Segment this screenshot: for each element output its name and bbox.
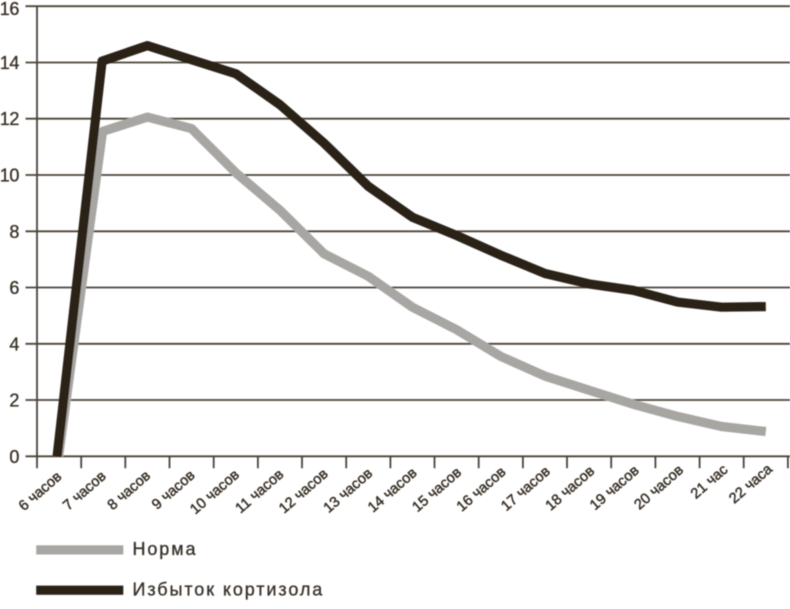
svg-text:Избыток кортизола: Избыток кортизола [133,579,325,599]
svg-text:8: 8 [9,222,19,242]
svg-text:Норма: Норма [133,539,198,559]
svg-text:6: 6 [9,278,19,298]
svg-text:16: 16 [0,0,19,19]
svg-text:14: 14 [0,53,19,73]
svg-text:0: 0 [9,447,19,467]
svg-text:2: 2 [9,391,19,411]
svg-text:12: 12 [0,109,19,129]
svg-text:10: 10 [0,166,19,186]
svg-text:4: 4 [9,334,19,354]
